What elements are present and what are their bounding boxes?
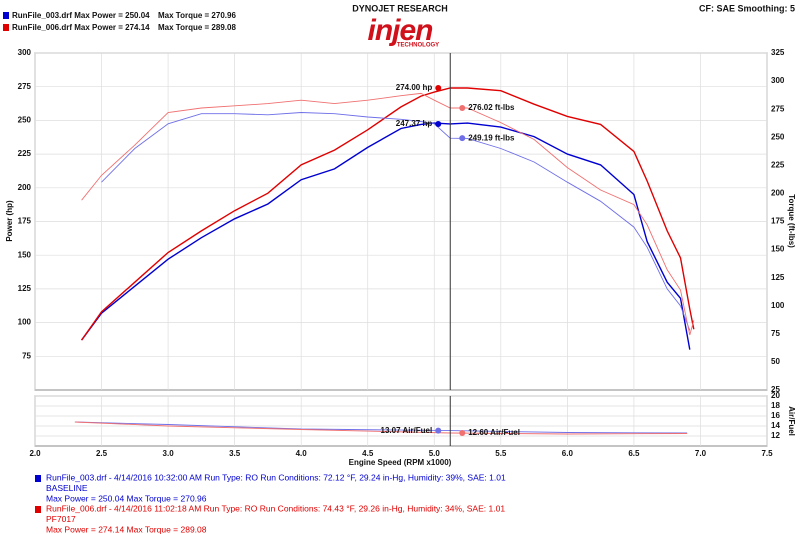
y-tick-label: 225	[18, 149, 32, 158]
y-tick-label: 200	[18, 183, 32, 192]
x-tick-label: 7.0	[695, 449, 707, 458]
footer-swatch	[35, 475, 41, 482]
y2-tick-label: 150	[771, 245, 785, 254]
cursor-marker	[459, 105, 466, 112]
y-tick-label: 300	[18, 48, 32, 57]
footer-swatch	[35, 506, 41, 513]
settings: CF: SAE Smoothing: 5	[699, 3, 795, 13]
y2-tick-label: 250	[771, 132, 785, 141]
plot: 75 100 125 150 175 200 225 250 275 300 25 50 75 100 12…	[18, 48, 785, 458]
x-tick-label: 5.0	[429, 449, 441, 458]
footer-line: RunFile_006.drf - 4/14/2016 11:02:18 AM …	[46, 503, 505, 513]
y-tick-label: 75	[22, 351, 31, 360]
y-tick-label: 150	[18, 250, 32, 259]
cursor-marker	[459, 430, 466, 436]
plot-area	[34, 395, 768, 447]
series-line	[81, 92, 695, 336]
y2-tick-label: 300	[771, 76, 785, 85]
cursor-label: 13.07 Air/Fuel	[381, 426, 433, 435]
x-tick-label: 2.0	[29, 449, 41, 458]
footer-line: PF7017	[46, 514, 76, 524]
x-tick-label: 5.5	[495, 449, 507, 458]
y-tick-label: 18	[771, 401, 780, 410]
x-tick-label: 7.5	[761, 449, 773, 458]
y2-axis-label: Torque (ft-lbs)	[787, 194, 796, 248]
cursor-label: 247.37 hp	[396, 119, 433, 128]
run1-header: RunFile_003.drf Max Power = 250.04	[12, 11, 150, 20]
series-line	[101, 112, 691, 331]
y2-tick-label: 275	[771, 104, 785, 113]
y-tick-label: 250	[18, 116, 32, 125]
footer-line: RunFile_003.drf - 4/14/2016 10:32:00 AM …	[46, 472, 506, 482]
x-tick-label: 4.5	[362, 449, 374, 458]
y-tick-label: 20	[771, 391, 780, 400]
series-line	[74, 421, 688, 434]
y2-tick-label: 25	[771, 385, 780, 394]
cursor-marker	[435, 427, 442, 434]
y2-tick-label: 325	[771, 48, 785, 57]
logo: injen	[367, 14, 433, 47]
x-axis-label: Engine Speed (RPM x1000)	[349, 458, 452, 467]
x-tick-label: 3.5	[229, 449, 241, 458]
footer-line: Max Power = 250.04 Max Torque = 270.96	[46, 493, 207, 503]
y2-tick-label: 225	[771, 160, 785, 169]
y2-tick-label: 175	[771, 217, 785, 226]
footer: RunFile_003.drf - 4/14/2016 10:32:00 AM …	[35, 472, 506, 534]
run2-torque: Max Torque = 289.08	[158, 23, 236, 32]
brand: DYNOJET RESEARCH	[352, 3, 448, 13]
run1-torque: Max Torque = 270.96	[158, 11, 236, 20]
x-tick-label: 3.0	[163, 449, 175, 458]
y-tick-label: 275	[18, 82, 32, 91]
y2-tick-label: 50	[771, 357, 780, 366]
series-line	[81, 87, 695, 341]
logo-sub: TECHNOLOGY	[397, 43, 439, 49]
footer-line: Max Power = 274.14 Max Torque = 289.08	[46, 524, 207, 534]
run1-swatch	[3, 12, 9, 19]
y-tick-label: 175	[18, 217, 32, 226]
y-tick-label: 14	[771, 421, 780, 430]
cursor-label: 249.19 ft-lbs	[468, 133, 515, 142]
series-line	[81, 122, 691, 350]
cursor-marker	[435, 85, 442, 92]
y2-tick-label: 75	[771, 329, 780, 338]
run2-swatch	[3, 24, 9, 31]
cursor-label: 276.02 ft-lbs	[468, 103, 515, 112]
cursor-label: 12.60 Air/Fuel	[468, 428, 520, 437]
x-tick-label: 2.5	[96, 449, 108, 458]
y-tick-label: 12	[771, 431, 780, 440]
y-tick-label: 125	[18, 284, 32, 293]
cursor-label: 274.00 hp	[396, 83, 433, 92]
y2-tick-label: 200	[771, 189, 785, 198]
y-tick-label: 16	[771, 411, 780, 420]
x-tick-label: 6.0	[562, 449, 574, 458]
run2-header: RunFile_006.drf Max Power = 274.14	[12, 23, 150, 32]
cursor-marker	[435, 120, 442, 127]
series-line	[74, 421, 688, 435]
x-tick-label: 4.0	[296, 449, 308, 458]
footer-line: BASELINE	[46, 483, 88, 493]
y2-tick-label: 125	[771, 273, 785, 282]
y2-tick-label: 100	[771, 301, 785, 310]
afr-axis-label: Air/Fuel	[787, 406, 796, 436]
cursor-marker	[459, 135, 466, 142]
x-tick-label: 6.5	[628, 449, 640, 458]
y-axis-label: Power (hp)	[5, 200, 14, 242]
y-tick-label: 100	[18, 318, 32, 327]
